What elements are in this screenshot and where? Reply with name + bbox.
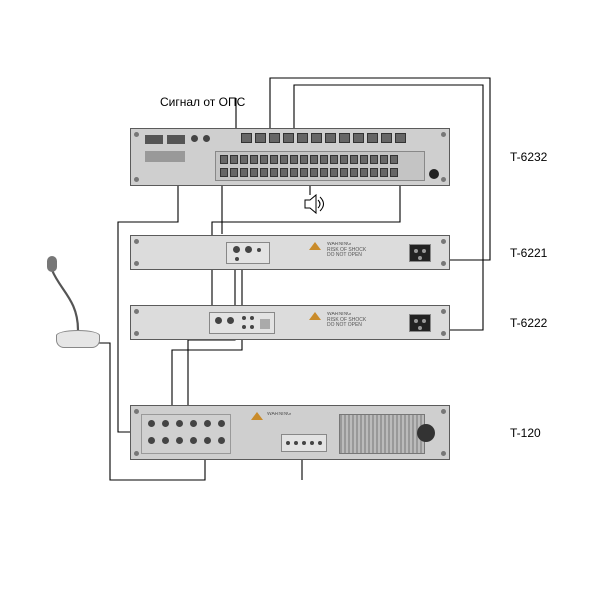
device-t6232 (130, 128, 450, 186)
diagram-stage: Сигнал от ОПС T-6232 T-6221 T-6222 T-120 (0, 0, 600, 600)
device-label-1: T-6232 (510, 150, 547, 164)
device-label-2: T-6221 (510, 246, 547, 260)
wiring-layer (0, 0, 600, 600)
device-t6221: WARNINGRISK OF SHOCKDO NOT OPEN (130, 235, 450, 270)
microphone-capsule (47, 256, 57, 272)
signal-label: Сигнал от ОПС (160, 95, 245, 109)
device-t120: WARNING (130, 405, 450, 460)
device-t6222: WARNINGRISK OF SHOCKDO NOT OPEN (130, 305, 450, 340)
microphone-base (56, 330, 100, 348)
device-label-3: T-6222 (510, 316, 547, 330)
device-label-4: T-120 (510, 426, 541, 440)
